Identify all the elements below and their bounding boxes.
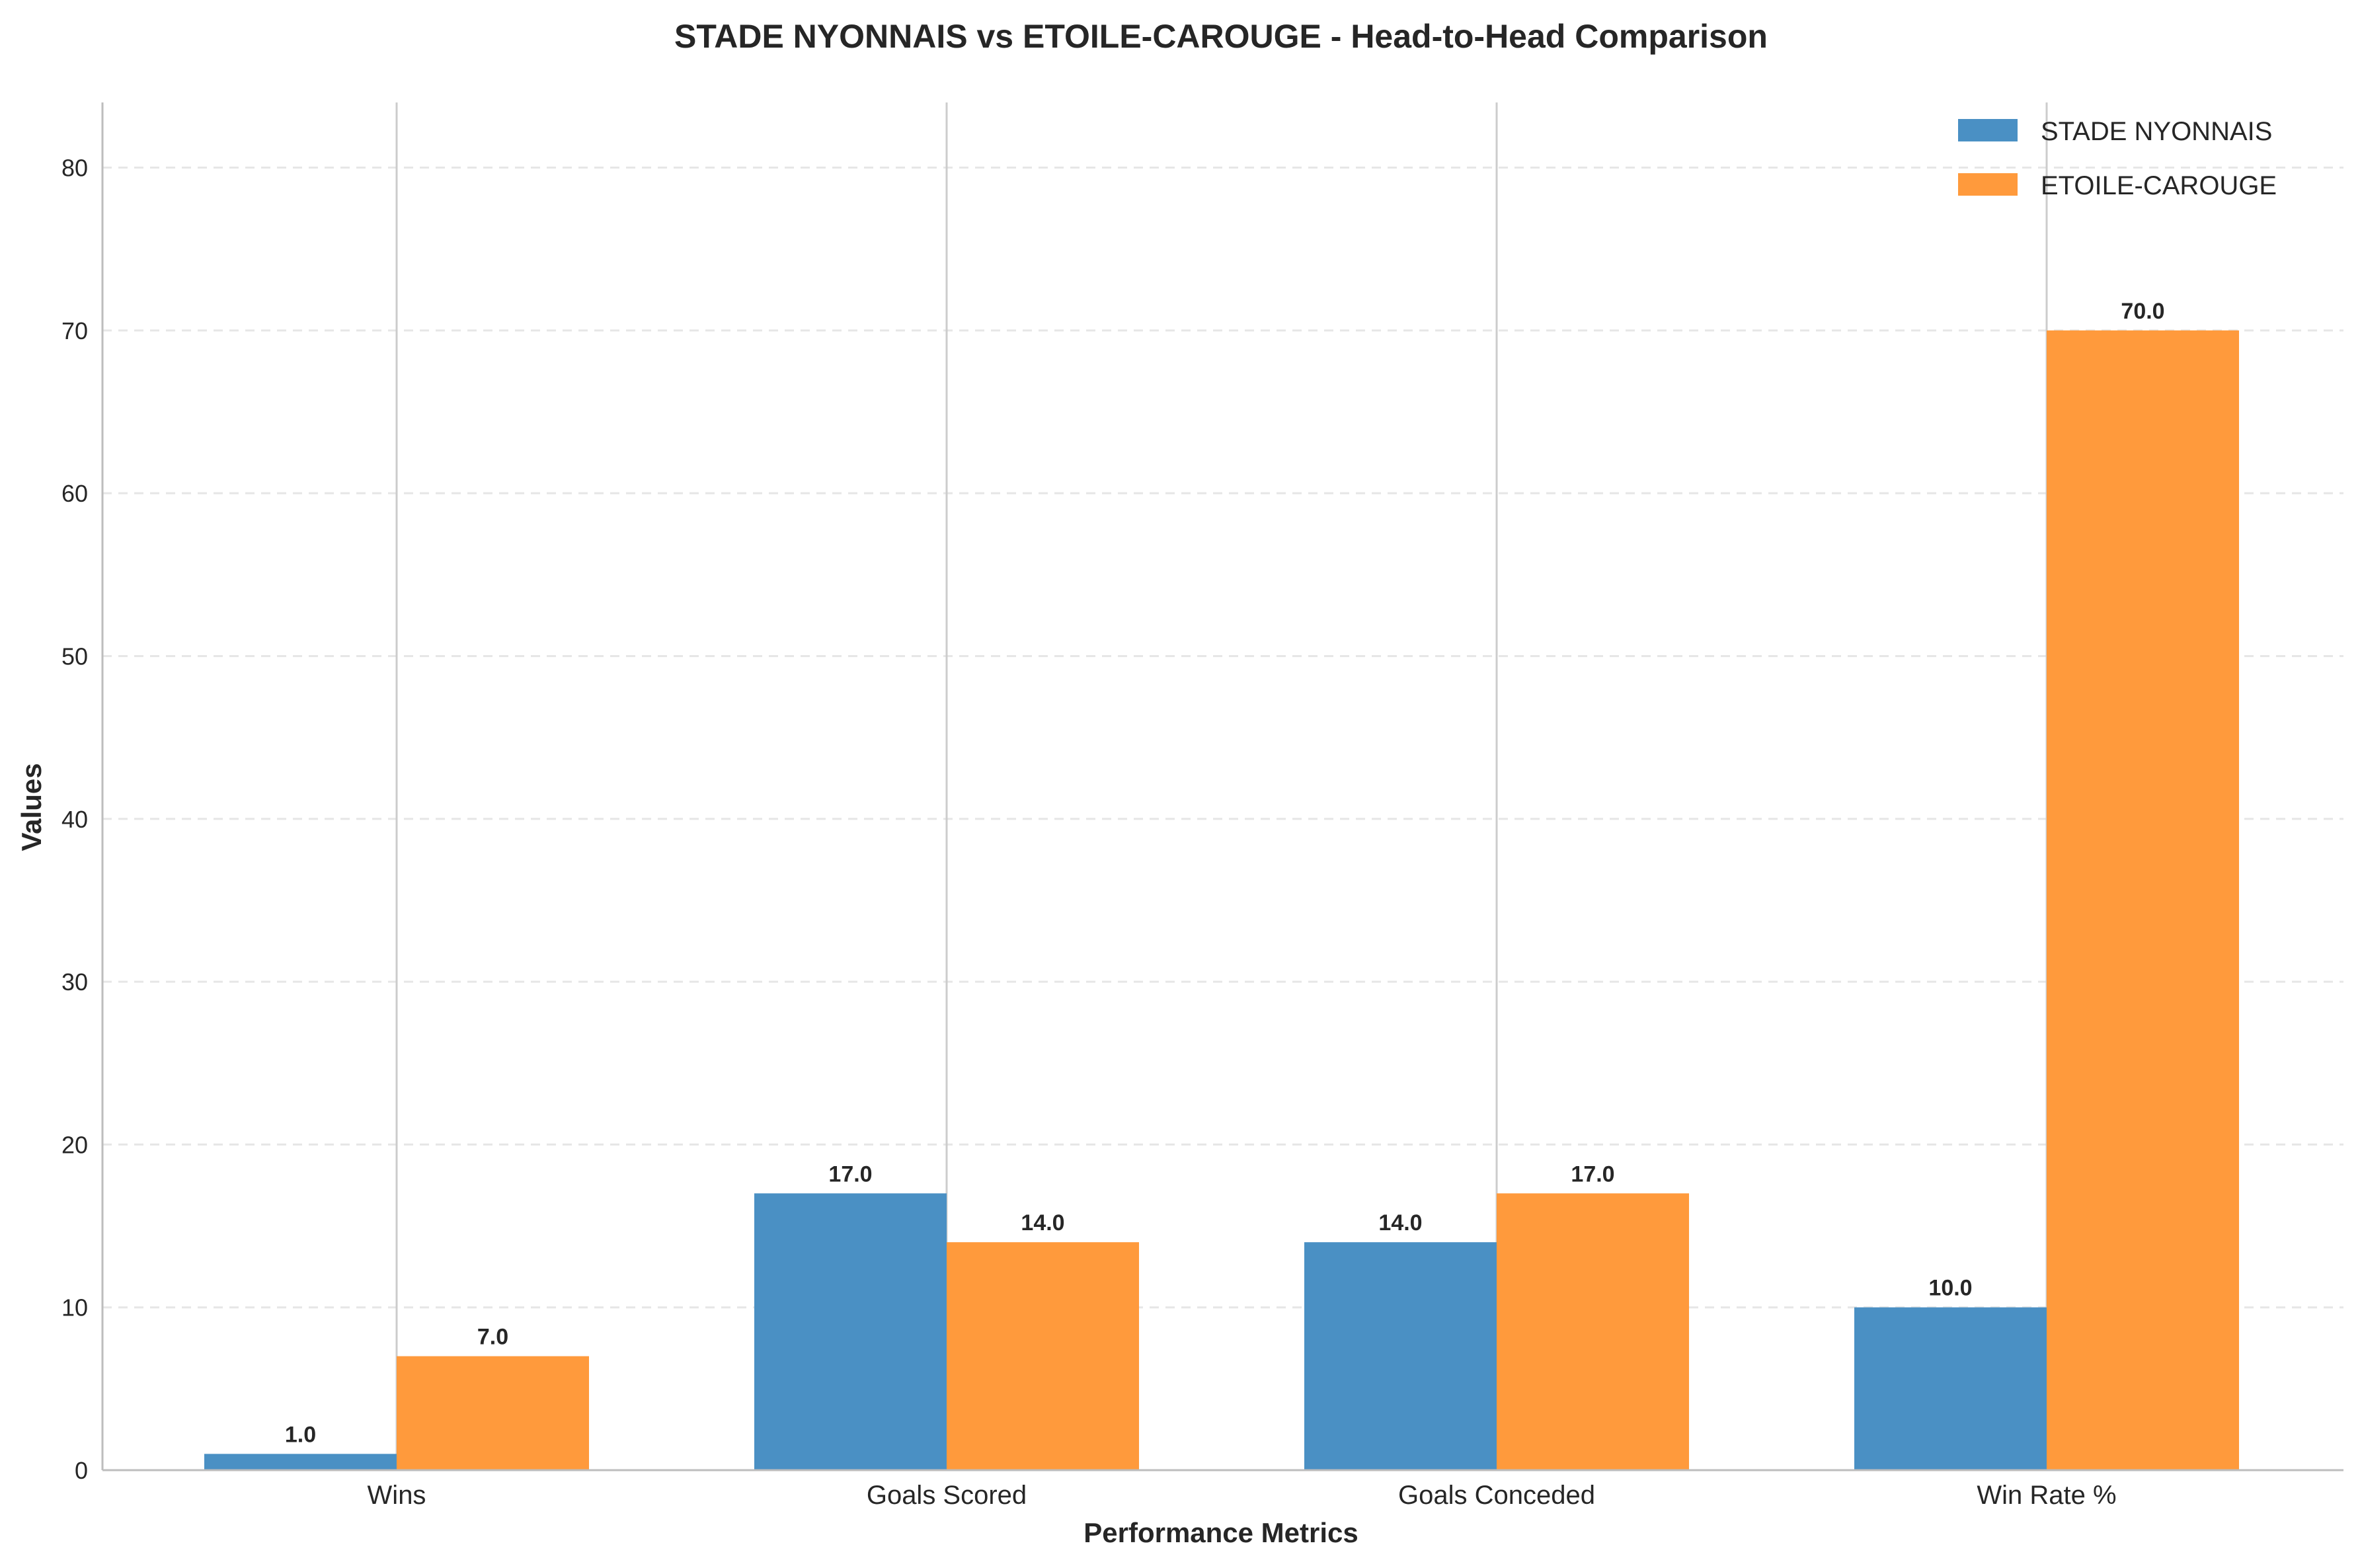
- y-tick-label: 0: [75, 1457, 88, 1484]
- y-tick-label: 60: [61, 480, 88, 507]
- bar: [754, 1193, 947, 1470]
- y-tick-label: 80: [61, 155, 88, 182]
- y-tick-label: 50: [61, 643, 88, 670]
- y-tick-label: 10: [61, 1294, 88, 1321]
- legend: STADE NYONNAIS ETOILE-CAROUGE: [1958, 117, 2277, 200]
- legend-entry: STADE NYONNAIS: [2041, 117, 2272, 146]
- bar: [2047, 330, 2239, 1470]
- x-tick-label: Wins: [368, 1481, 426, 1510]
- x-tick-label: Goals Conceded: [1398, 1481, 1595, 1510]
- data-label: 1.0: [285, 1422, 316, 1447]
- chart-title: STADE NYONNAIS vs ETOILE-CAROUGE - Head-…: [674, 18, 1768, 55]
- y-tick-label: 30: [61, 968, 88, 996]
- bar: [1304, 1242, 1497, 1470]
- data-label: 70.0: [2121, 299, 2164, 324]
- y-tick-labels: 0 10 20 30 40 50 60 70 80: [61, 155, 88, 1484]
- data-label: 17.0: [1571, 1161, 1614, 1187]
- bar: [204, 1454, 397, 1470]
- bar: [1854, 1307, 2047, 1470]
- data-label: 10.0: [1928, 1276, 1972, 1301]
- data-label: 17.0: [828, 1161, 872, 1187]
- bar: [397, 1356, 589, 1470]
- axes: [101, 102, 2343, 1471]
- y-tick-label: 20: [61, 1131, 88, 1158]
- legend-swatch: [1958, 173, 2018, 196]
- bars: [204, 330, 2239, 1470]
- x-tick-label: Win Rate %: [1977, 1481, 2116, 1510]
- bar: [947, 1242, 1139, 1470]
- category-center-lines: [395, 102, 2048, 1470]
- data-label: 14.0: [1378, 1210, 1422, 1235]
- x-axis-label: Performance Metrics: [1083, 1517, 1358, 1548]
- bar: [1497, 1193, 1689, 1470]
- grid-lines: [102, 167, 2343, 1309]
- legend-entry: ETOILE-CAROUGE: [2041, 171, 2277, 200]
- x-tick-label: Goals Scored: [867, 1481, 1027, 1510]
- legend-swatch: [1958, 119, 2018, 141]
- x-tick-labels: Wins Goals Scored Goals Conceded Win Rate %: [368, 1481, 2117, 1510]
- data-label: 7.0: [477, 1325, 508, 1350]
- data-labels: 1.0 17.0 14.0 10.0 7.0 14.0 17.0 70.0: [285, 299, 2165, 1448]
- y-tick-label: 40: [61, 806, 88, 833]
- y-axis-label: Values: [16, 763, 47, 851]
- y-tick-label: 70: [61, 317, 88, 344]
- data-label: 14.0: [1021, 1210, 1064, 1235]
